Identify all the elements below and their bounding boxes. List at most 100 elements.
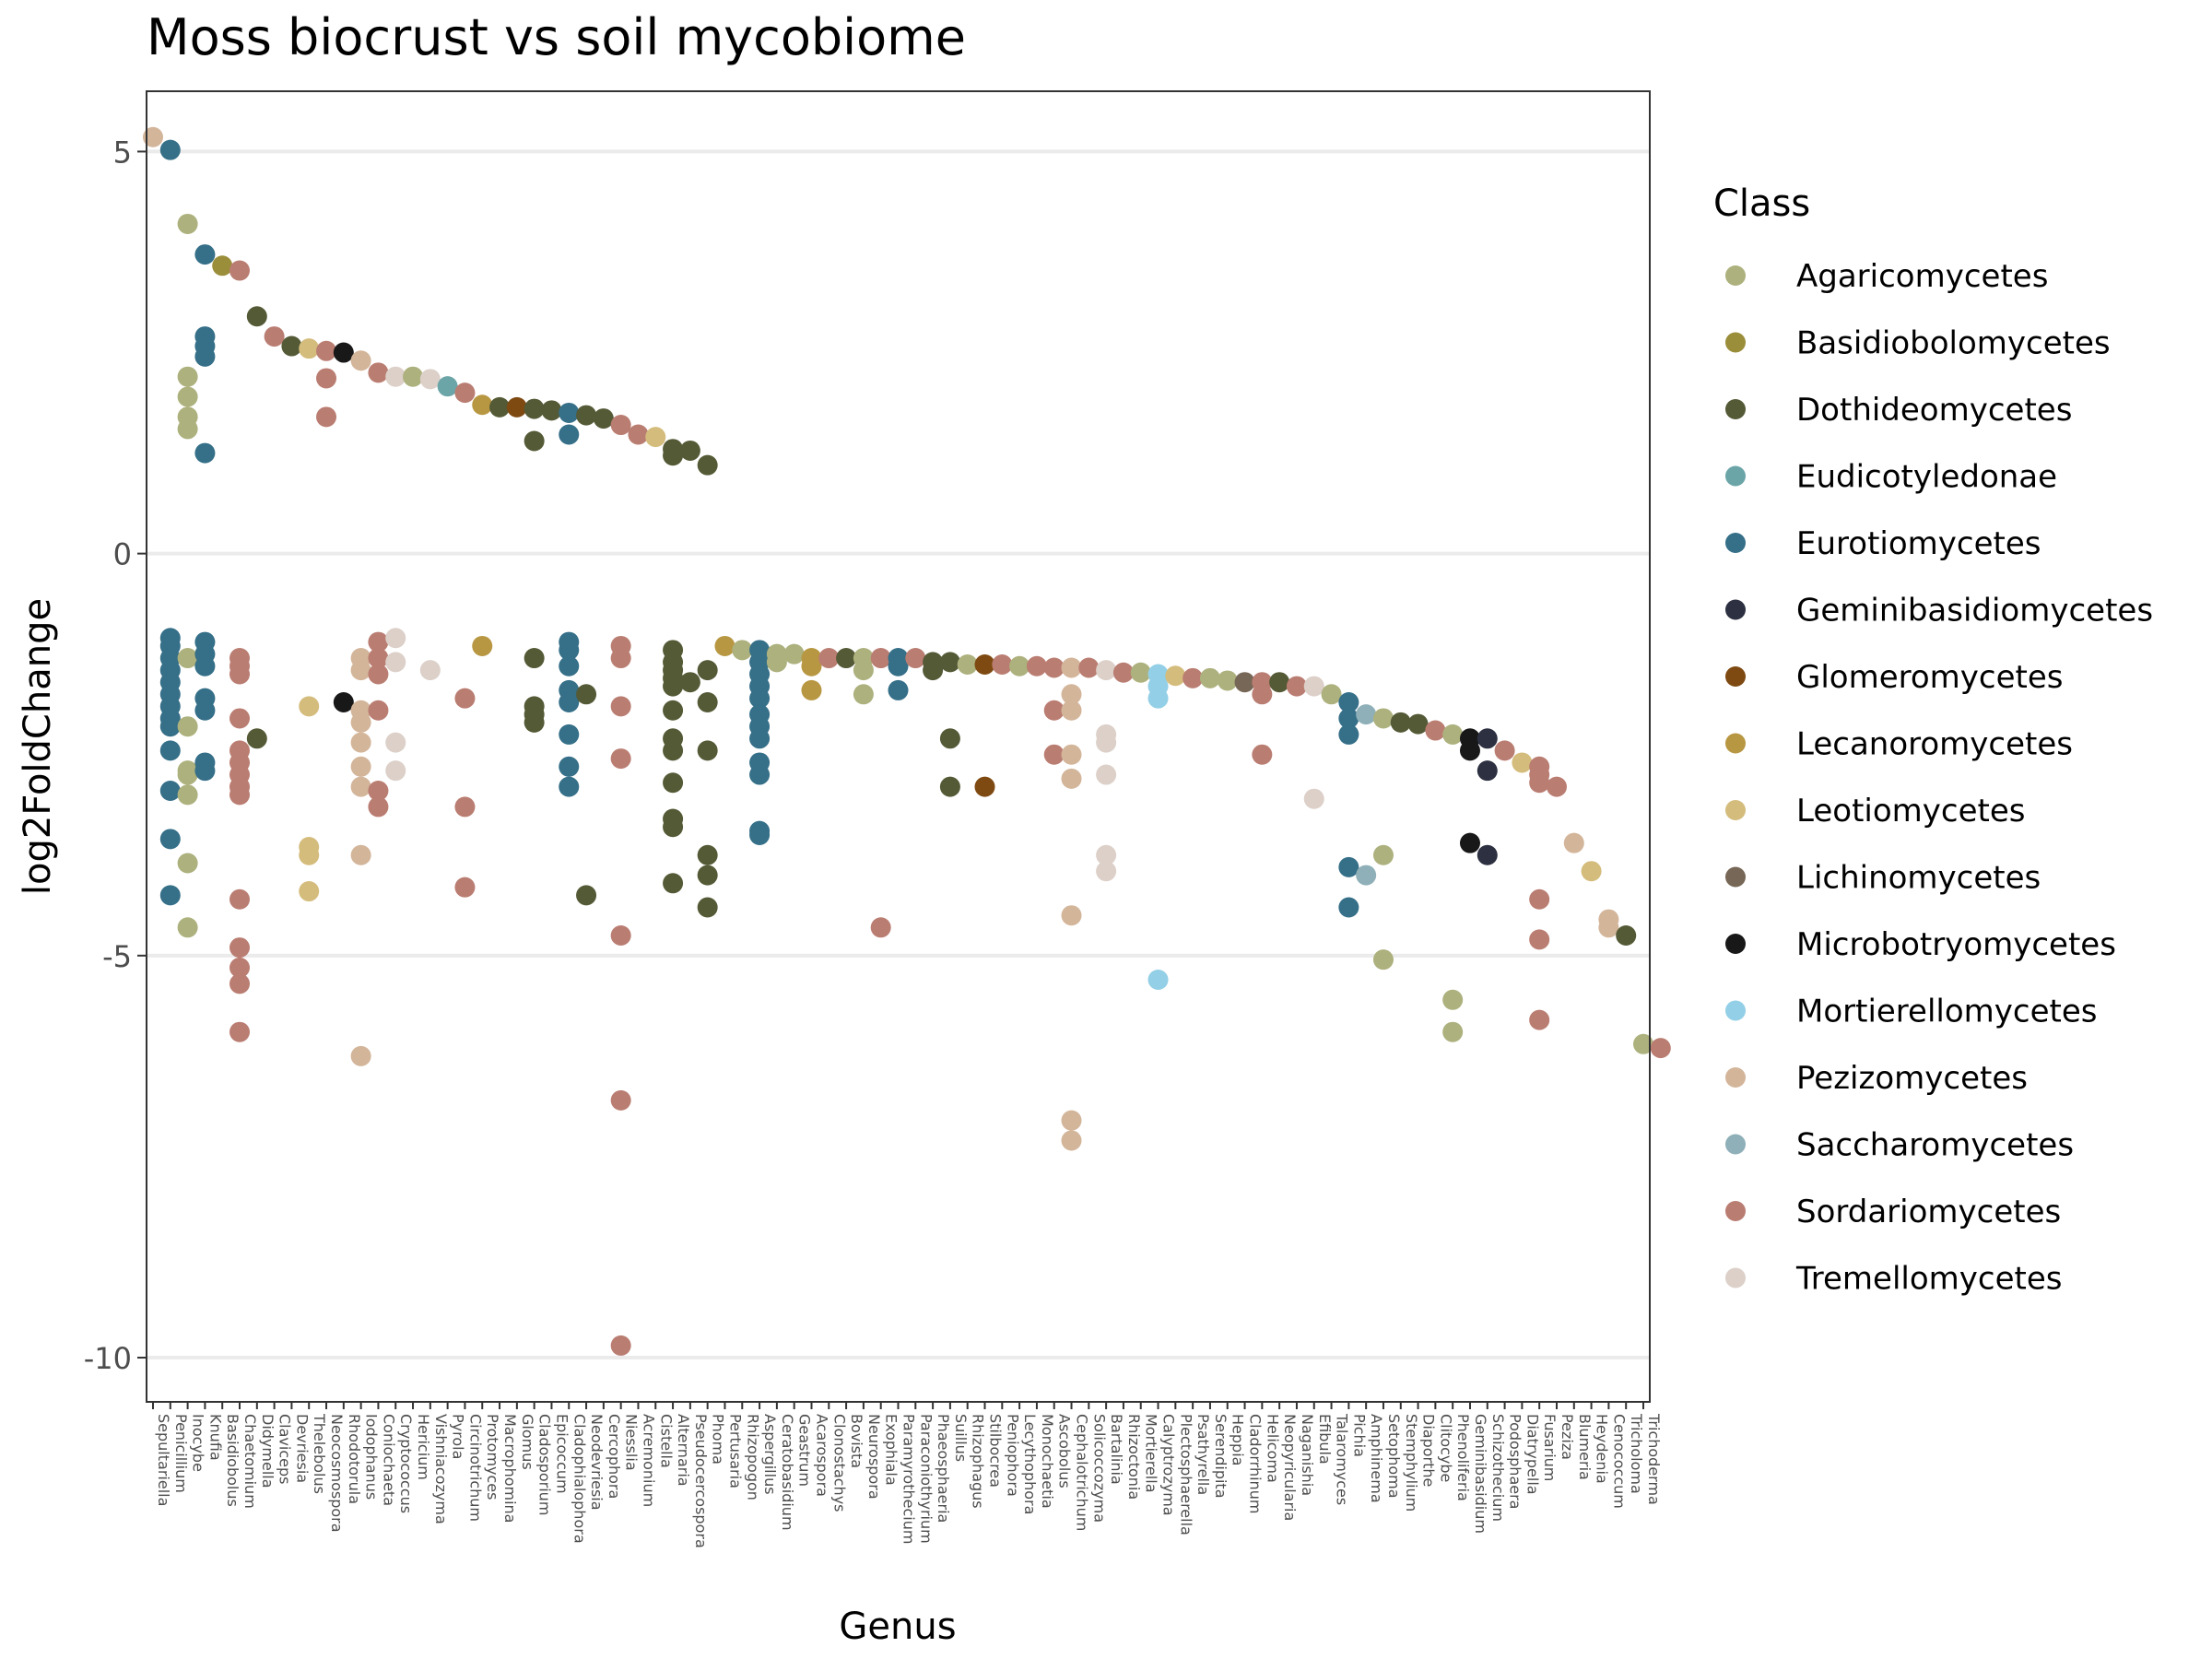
x-tick-label: Protomyces (484, 1414, 501, 1500)
data-point (524, 430, 545, 452)
data-point (472, 394, 493, 416)
data-point (1372, 708, 1394, 729)
x-tick-label: Vishniacozyma (432, 1414, 450, 1524)
data-point (663, 676, 684, 697)
data-point (559, 776, 580, 797)
data-point (610, 748, 631, 770)
x-tick-label: Alternaria (675, 1414, 692, 1487)
data-point (1598, 917, 1619, 938)
x-tick-label: Aspergillus (761, 1414, 779, 1495)
x-tick-label: Cistella (657, 1414, 675, 1468)
data-point (732, 640, 753, 661)
data-point (541, 400, 562, 421)
legend-item-label: Leotiomycetes (1796, 793, 2025, 830)
x-tick-label: Stilbocrea (987, 1414, 1005, 1488)
legend-item-label: Lecanoromycetes (1796, 726, 2073, 763)
x-tick-label: Heppia (1230, 1414, 1247, 1465)
data-point (316, 406, 337, 428)
data-point (316, 368, 337, 389)
data-point (177, 917, 198, 938)
data-point (1096, 764, 1117, 785)
data-point (801, 679, 822, 700)
data-point (610, 648, 631, 669)
x-tick-label: Sepultariella (155, 1414, 172, 1506)
data-point (368, 648, 389, 669)
data-point (1390, 712, 1411, 733)
legend-key (1725, 332, 1746, 353)
x-tick-label: Pseudocercospora (692, 1414, 710, 1548)
data-point (1338, 708, 1359, 729)
data-point (350, 732, 371, 753)
data-point (368, 664, 389, 685)
x-tick-label: Acremonium (640, 1414, 657, 1507)
x-tick-label: Pyrola (450, 1414, 467, 1459)
y-tick-label: -5 (102, 939, 132, 974)
data-point (299, 881, 320, 902)
data-point (177, 366, 198, 387)
data-point (1372, 844, 1394, 865)
data-point (870, 648, 891, 669)
x-tick-label: Geastrum (796, 1414, 814, 1487)
x-tick-label: Hericium (415, 1414, 432, 1480)
data-point (697, 454, 718, 476)
data-point (333, 692, 354, 713)
x-tick-label: Ceratobasidium (779, 1414, 796, 1531)
data-point (628, 424, 649, 445)
data-point (1234, 672, 1255, 693)
data-point (194, 244, 216, 265)
data-point (177, 418, 198, 440)
x-tick-label: Bartalinia (1108, 1414, 1125, 1485)
data-point (957, 654, 978, 676)
legend-item-label: Tremellomycetes (1795, 1261, 2062, 1298)
data-point (524, 398, 545, 419)
data-point (1182, 667, 1204, 688)
data-point (194, 442, 216, 464)
x-tick-label: Rhizopogon (744, 1414, 761, 1500)
data-point (524, 648, 545, 669)
data-point (177, 386, 198, 407)
data-point (350, 712, 371, 733)
data-point (1529, 929, 1550, 950)
data-point (697, 897, 718, 918)
grid-lines (147, 149, 1650, 1360)
x-tick-label: Thelebolus (311, 1413, 328, 1494)
data-point (194, 655, 216, 677)
data-point (1165, 665, 1186, 687)
data-point (1096, 844, 1117, 865)
legend-key (1725, 1067, 1746, 1088)
data-point (472, 635, 493, 656)
x-tick-label: Macrophomina (501, 1414, 519, 1523)
x-tick-label: Podosphaera (1507, 1414, 1524, 1509)
legend-item-label: Saccharomycetes (1796, 1127, 2074, 1164)
x-tick-label: Phoma (710, 1414, 727, 1465)
x-tick-label: Setophoma (1385, 1414, 1403, 1499)
data-point (194, 700, 216, 721)
data-point (1459, 832, 1480, 853)
data-point (177, 648, 198, 669)
data-point (1372, 949, 1394, 971)
data-point (663, 700, 684, 721)
data-point (419, 660, 441, 681)
data-point (212, 255, 233, 276)
data-point (350, 756, 371, 777)
data-point (1043, 700, 1065, 721)
legend: Class Agaricomycetes Basidiobolomycetes Do… (1713, 182, 2153, 1298)
data-point (524, 712, 545, 733)
data-point (1407, 713, 1429, 735)
x-tick-label: Calyptrozyma (1160, 1414, 1178, 1516)
data-point (974, 776, 995, 797)
data-point (749, 728, 771, 749)
data-point (801, 655, 822, 677)
data-point (939, 776, 960, 797)
data-point (1650, 1038, 1671, 1059)
data-point (229, 957, 251, 978)
x-tick-label: Glomus (519, 1414, 536, 1470)
data-point (368, 780, 389, 801)
legend-item-label: Basidiobolomycetes (1796, 325, 2111, 362)
data-point (1442, 724, 1464, 745)
data-point (853, 660, 874, 681)
data-point (610, 925, 631, 947)
data-point (1546, 776, 1567, 797)
data-point (593, 408, 614, 429)
data-point (1494, 740, 1515, 761)
